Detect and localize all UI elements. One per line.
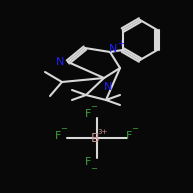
Text: F: F (55, 131, 61, 141)
Text: B: B (91, 131, 99, 145)
Text: −: − (60, 124, 68, 134)
Text: 3+: 3+ (98, 129, 108, 135)
Text: F: F (85, 157, 91, 167)
Text: N: N (104, 82, 112, 92)
Text: −: − (131, 124, 139, 134)
Text: +: + (118, 38, 124, 47)
Text: −: − (91, 102, 97, 112)
Text: F: F (85, 109, 91, 119)
Text: −: − (91, 164, 97, 174)
Text: N: N (56, 57, 64, 67)
Text: F: F (126, 131, 132, 141)
Text: N: N (109, 44, 117, 54)
